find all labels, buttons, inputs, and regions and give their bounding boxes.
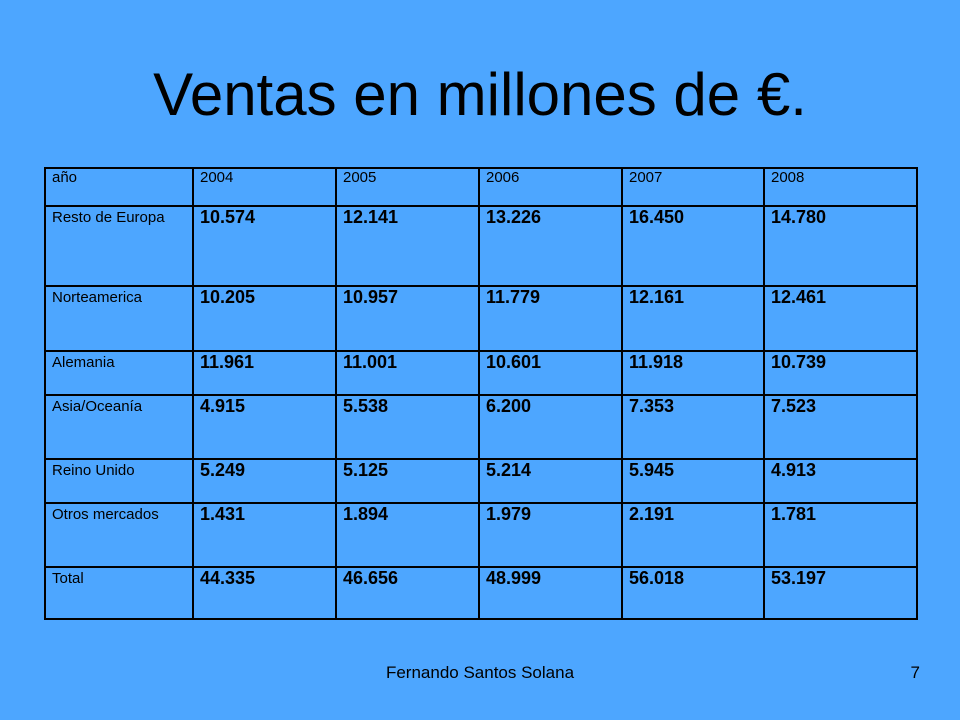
value-cell: 5.249 bbox=[192, 458, 337, 504]
value-cell: 1.431 bbox=[192, 502, 337, 568]
value-cell: 44.335 bbox=[192, 566, 337, 620]
value-cell: 46.656 bbox=[335, 566, 480, 620]
table-row: Asia/Oceanía 4.915 5.538 6.200 7.353 7.5… bbox=[44, 394, 918, 460]
value-cell: 6.200 bbox=[478, 394, 623, 460]
value-cell: 48.999 bbox=[478, 566, 623, 620]
value-cell: 7.353 bbox=[621, 394, 765, 460]
value-cell: 53.197 bbox=[763, 566, 918, 620]
row-label: Reino Unido bbox=[44, 458, 194, 504]
value-cell: 10.601 bbox=[478, 350, 623, 396]
value-cell: 10.739 bbox=[763, 350, 918, 396]
value-cell: 11.001 bbox=[335, 350, 480, 396]
value-cell: 12.461 bbox=[763, 285, 918, 352]
value-cell: 1.979 bbox=[478, 502, 623, 568]
row-label: Alemania bbox=[44, 350, 194, 396]
footer-author: Fernando Santos Solana bbox=[385, 663, 575, 682]
header-cell: 2007 bbox=[621, 167, 765, 207]
row-label: Total bbox=[44, 566, 194, 620]
value-cell: 11.779 bbox=[478, 285, 623, 352]
table-row: Reino Unido 5.249 5.125 5.214 5.945 4.91… bbox=[44, 458, 918, 504]
value-cell: 10.574 bbox=[192, 205, 337, 287]
row-label: Otros mercados bbox=[44, 502, 194, 568]
table-total-row: Total 44.335 46.656 48.999 56.018 53.197 bbox=[44, 566, 918, 620]
value-cell: 13.226 bbox=[478, 205, 623, 287]
header-cell: 2008 bbox=[763, 167, 918, 207]
value-cell: 5.945 bbox=[621, 458, 765, 504]
header-cell: 2004 bbox=[192, 167, 337, 207]
value-cell: 12.161 bbox=[621, 285, 765, 352]
value-cell: 5.214 bbox=[478, 458, 623, 504]
table-row: Norteamerica 10.205 10.957 11.779 12.161… bbox=[44, 285, 918, 352]
table-row: Resto de Europa 10.574 12.141 13.226 16.… bbox=[44, 205, 918, 287]
value-cell: 5.125 bbox=[335, 458, 480, 504]
value-cell: 11.918 bbox=[621, 350, 765, 396]
value-cell: 10.205 bbox=[192, 285, 337, 352]
value-cell: 56.018 bbox=[621, 566, 765, 620]
row-label: Resto de Europa bbox=[44, 205, 194, 287]
row-label: Norteamerica bbox=[44, 285, 194, 352]
table-row: Alemania 11.961 11.001 10.601 11.918 10.… bbox=[44, 350, 918, 396]
value-cell: 16.450 bbox=[621, 205, 765, 287]
header-cell: 2005 bbox=[335, 167, 480, 207]
value-cell: 1.894 bbox=[335, 502, 480, 568]
row-label: Asia/Oceanía bbox=[44, 394, 194, 460]
value-cell: 7.523 bbox=[763, 394, 918, 460]
value-cell: 4.915 bbox=[192, 394, 337, 460]
value-cell: 5.538 bbox=[335, 394, 480, 460]
table-header-row: año 2004 2005 2006 2007 2008 bbox=[44, 167, 918, 207]
header-cell: 2006 bbox=[478, 167, 623, 207]
header-cell: año bbox=[44, 167, 194, 207]
table-row: Otros mercados 1.431 1.894 1.979 2.191 1… bbox=[44, 502, 918, 568]
sales-table: año 2004 2005 2006 2007 2008 Resto de Eu… bbox=[44, 167, 918, 620]
value-cell: 4.913 bbox=[763, 458, 918, 504]
value-cell: 12.141 bbox=[335, 205, 480, 287]
value-cell: 10.957 bbox=[335, 285, 480, 352]
value-cell: 2.191 bbox=[621, 502, 765, 568]
slide-number: 7 bbox=[910, 663, 920, 682]
slide-title: Ventas en millones de €. bbox=[153, 61, 807, 128]
value-cell: 14.780 bbox=[763, 205, 918, 287]
value-cell: 11.961 bbox=[192, 350, 337, 396]
value-cell: 1.781 bbox=[763, 502, 918, 568]
